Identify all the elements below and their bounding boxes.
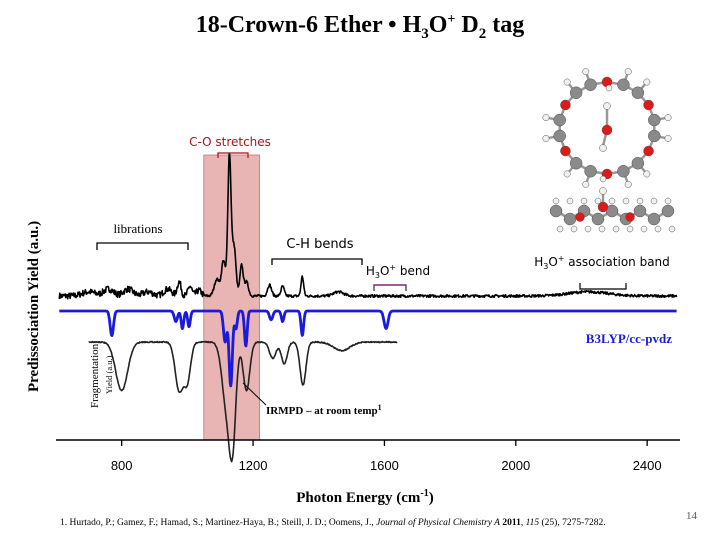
atom [654,225,662,233]
atom [640,225,648,233]
annotation-association-band: H3O+ association band [534,254,670,271]
atom [594,197,602,205]
page-number: 14 [686,510,697,522]
atom [582,68,590,76]
librations-bracket [96,242,189,250]
atom [560,99,571,111]
atom [569,156,583,170]
atom [617,78,630,92]
atom [603,102,611,110]
x-tick-label: 2000 [501,458,530,473]
atom [643,145,654,157]
atom [566,197,574,205]
crown-ether-molecule-side [549,175,676,233]
atom [624,180,632,188]
atom [650,197,658,205]
atom [625,212,635,222]
x-tick-label: 800 [111,458,133,473]
atom [631,156,645,170]
atom [570,225,578,233]
atom [569,86,583,100]
atom [563,170,571,178]
atom [599,175,607,183]
annotation-h3o-bend: H3O+ bend [366,263,430,280]
atom [549,204,563,218]
atom [542,134,550,142]
atom [647,212,661,226]
crown-ether-molecule-top [542,68,672,188]
atom [624,68,632,76]
atom [643,78,651,86]
atom [599,144,607,152]
series-line-2 [58,309,678,388]
y-axis-label-lower-1: Fragmentation [89,343,101,408]
irmpd-pointer [242,382,267,406]
y-axis-label-lower-2: Yield (a.u.) [104,355,114,394]
atom [648,129,661,143]
atom [582,180,590,188]
atom [664,114,672,122]
series-line-3 [88,340,398,463]
series-group [58,152,678,463]
annotation-ch-bends: C-H bends [286,237,353,252]
atom [556,225,564,233]
co-stretches-bracket [217,152,249,158]
atom [598,225,606,233]
atom [563,212,577,226]
atom [584,225,592,233]
atom [591,212,605,226]
atom [668,225,676,233]
atom [553,113,566,127]
atom [560,145,571,157]
atom [664,197,672,205]
annotation-librations: librations [113,221,162,236]
atom [601,124,613,136]
y-axis-label: Predissociation Yield (a.u.) [26,221,42,392]
x-axis-label: Photon Energy (cm-1) [296,488,434,506]
atom [661,204,675,218]
atom [552,197,560,205]
annotation-irmpd: IRMPD – at room temp1 [266,403,382,417]
atom [542,114,550,122]
x-tick-label: 1600 [370,458,399,473]
atom [608,197,616,205]
atom [643,99,654,111]
atom [622,197,630,205]
slide-title: 18-Crown-6 Ether • H3O+ D2 tag [195,12,525,42]
atom [597,201,609,213]
association-bracket [579,283,627,290]
ch-bends-bracket [271,258,363,265]
atom [643,170,651,178]
annotation-theory: B3LYP/cc-pvdz [586,331,672,346]
atom [631,86,645,100]
atom [553,129,566,143]
annotation-co-stretches: C-O stretches [189,135,271,149]
atom [575,212,585,222]
atom [599,187,607,195]
atom [584,164,597,178]
atom [580,197,588,205]
atom [626,225,634,233]
x-ticks: 800 1200 1600 2000 2400 [111,440,662,473]
atom [584,78,597,92]
h3o-bend-bracket [373,284,407,291]
series-line-1 [58,152,678,300]
atom [636,197,644,205]
reference-citation: 1. Hurtado, P.; Gamez, F.; Hamad, S.; Ma… [60,518,606,528]
x-tick-label: 1200 [239,458,268,473]
atom [563,78,571,86]
atom [633,204,647,218]
atom [605,84,613,92]
atom [612,225,620,233]
x-tick-label: 2400 [633,458,662,473]
atom [648,113,661,127]
atom [617,164,630,178]
atom [664,134,672,142]
